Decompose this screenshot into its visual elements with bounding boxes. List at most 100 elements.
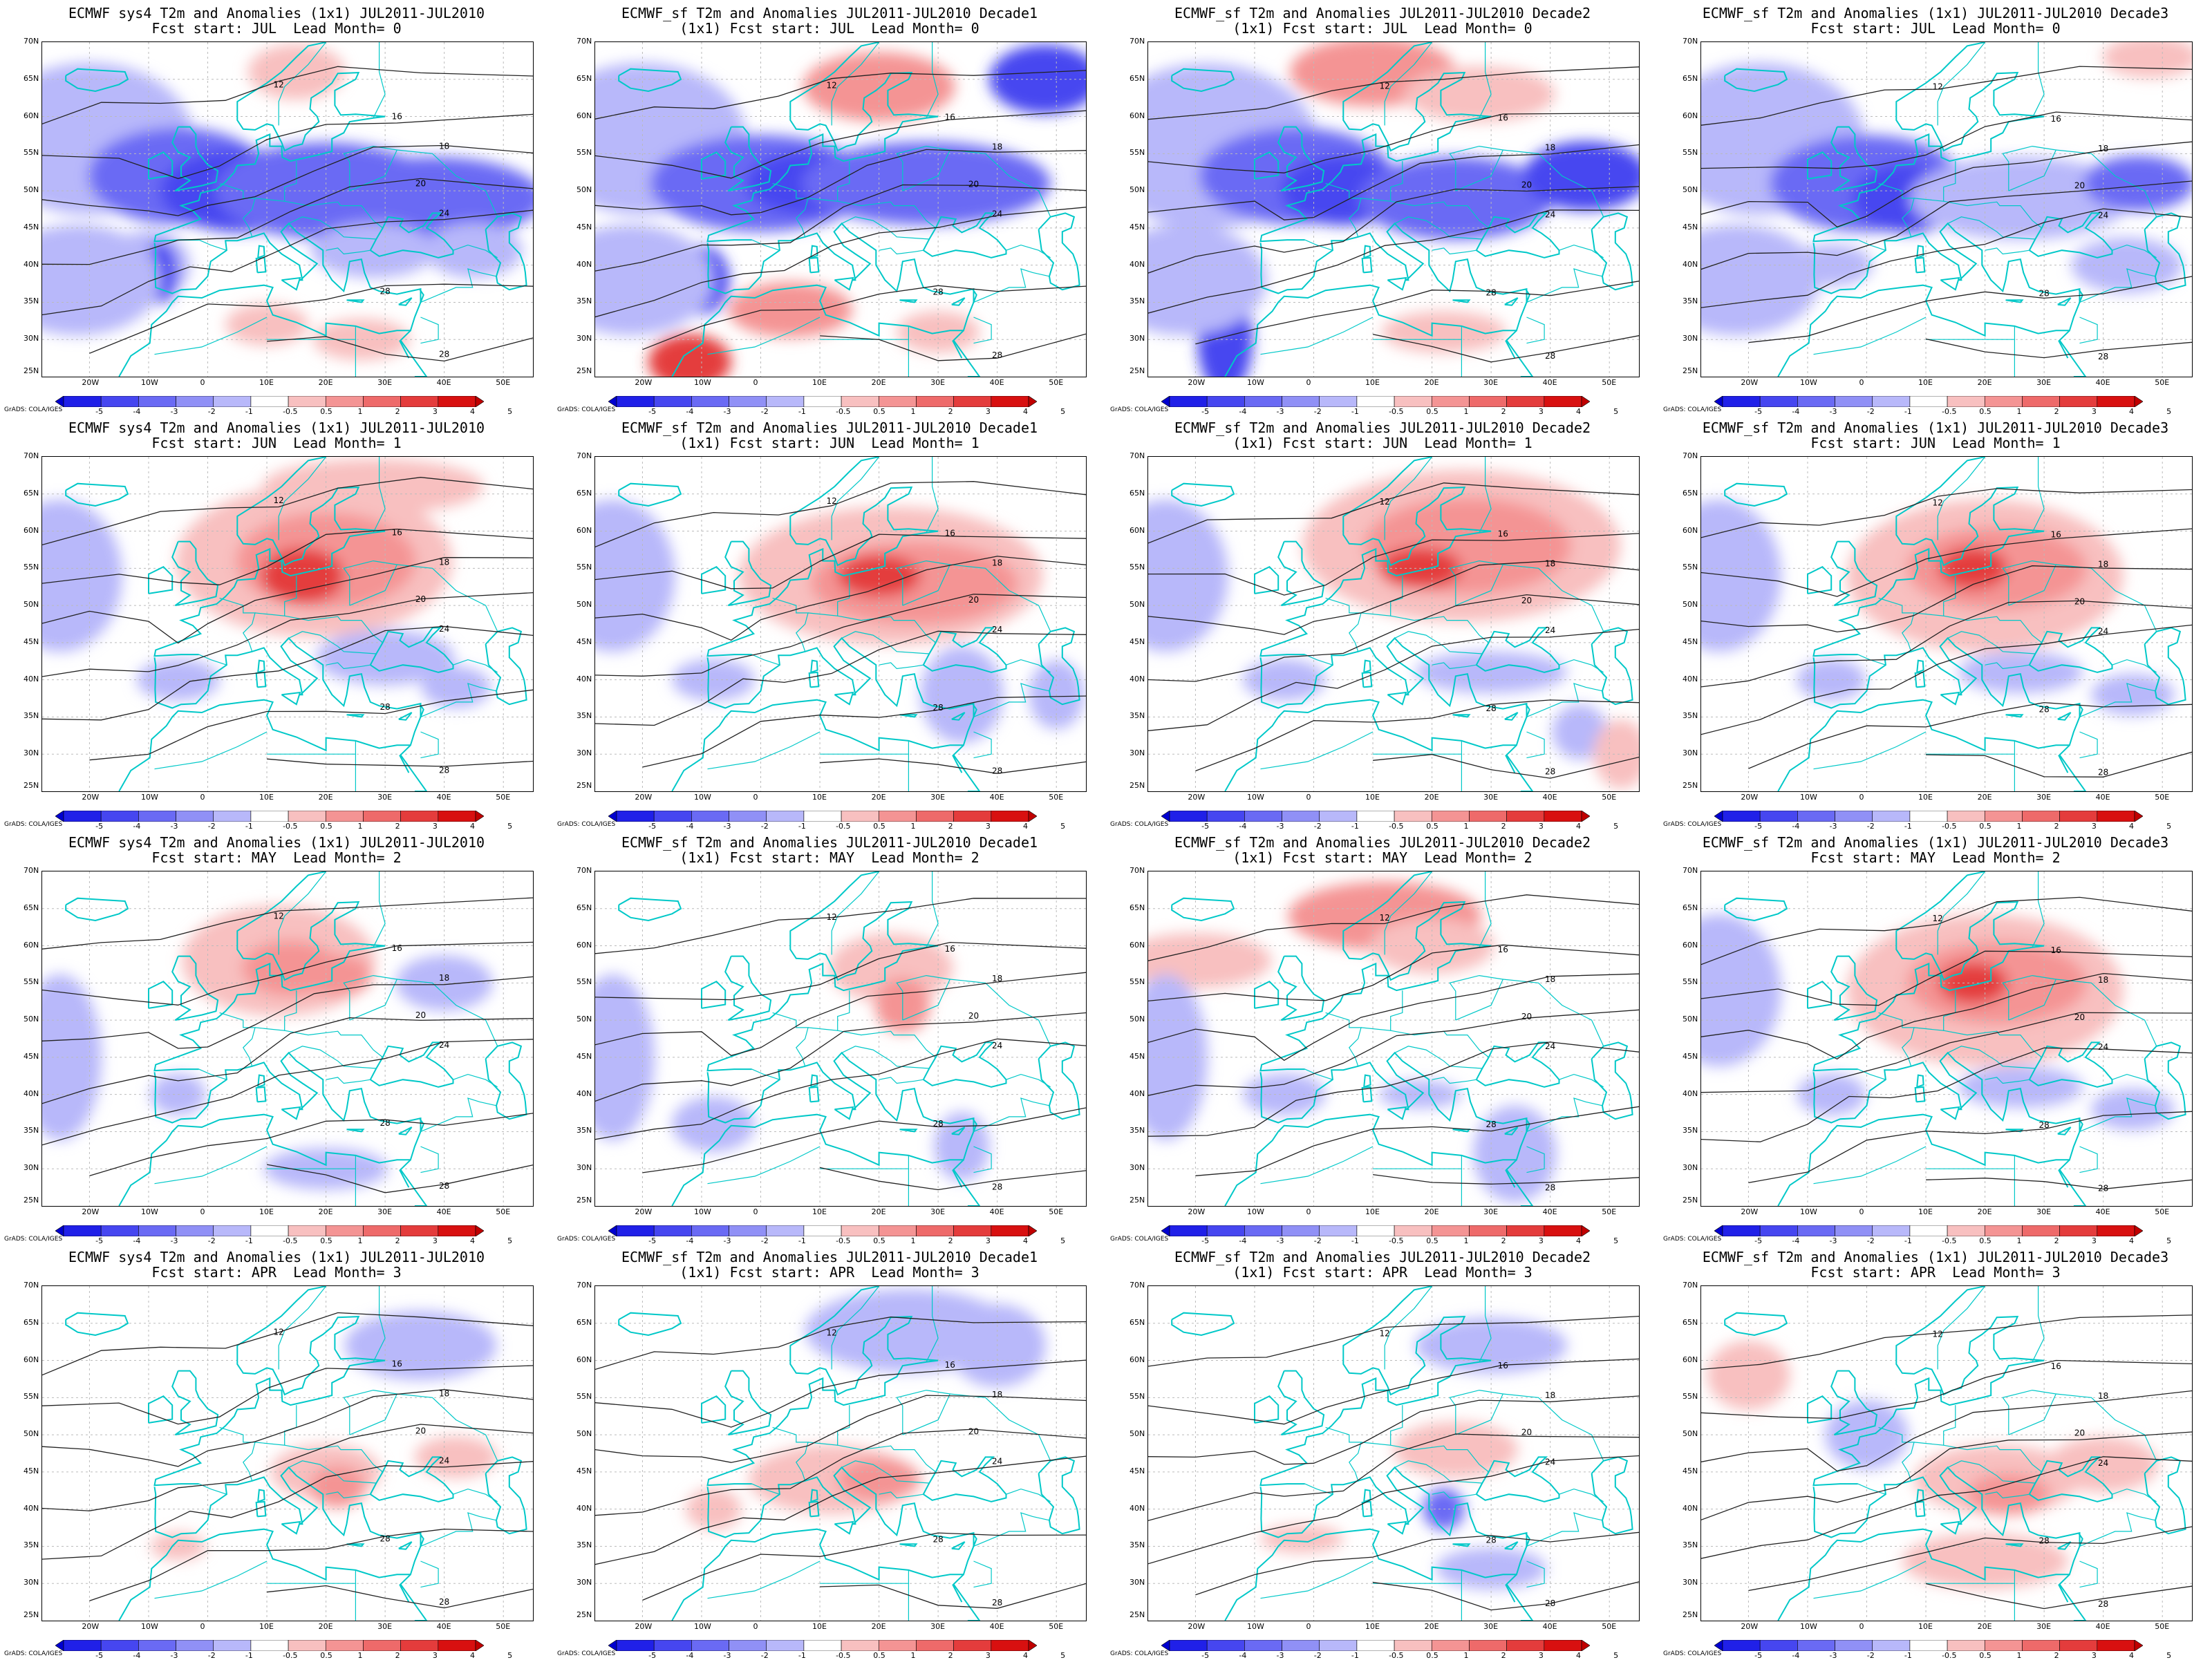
coastline: [1812, 1286, 2045, 1487]
border-line: [751, 654, 780, 666]
colorbar: [1161, 1225, 1590, 1236]
isotherm-line: [42, 557, 533, 644]
border-line: [2056, 979, 2157, 1047]
isotherm-line: [1148, 1433, 1639, 1521]
border-line: [1913, 161, 1956, 202]
anomaly-shading: [1260, 1318, 1568, 1590]
colorbar-label: 2: [2054, 407, 2059, 416]
colorbar-swatch: [1909, 396, 1948, 407]
colorbar-label: -1: [798, 1651, 806, 1660]
isotherm-label: 28: [2039, 1536, 2050, 1546]
colorbar-swatch: [1872, 1225, 1911, 1236]
coastline: [1277, 126, 1325, 192]
coastline: [899, 714, 918, 718]
anomaly-region: [263, 459, 485, 515]
isotherm-label: 18: [1545, 143, 1555, 153]
colorbar-swatch: [438, 1225, 476, 1236]
colorbar-swatch: [953, 1640, 992, 1651]
colorbar-swatch: [176, 1640, 214, 1651]
isotherm-line: [1373, 1581, 1639, 1611]
colorbar: [608, 811, 1037, 822]
longitude-label: 10E: [259, 793, 274, 802]
isotherm-line: [1148, 1358, 1639, 1425]
isotherm-line: [1701, 565, 2192, 633]
colorbar-swatch: [766, 1225, 805, 1236]
longitude-label: 20E: [318, 1622, 333, 1631]
colorbar-swatch: [729, 396, 767, 407]
colorbar-swatch: [100, 396, 139, 407]
latitude-label: 65N: [1130, 73, 1145, 83]
coastline: [65, 1312, 129, 1337]
border-line: [397, 1393, 498, 1462]
border-line: [198, 1068, 227, 1080]
colorbar-label: 4: [1023, 1236, 1028, 1245]
colorbar-label: -0.5: [836, 1236, 851, 1245]
colorbar-label: -1: [1351, 1236, 1359, 1245]
panel-title: ECMWF_sf T2m and Anomalies (1x1) JUL2011…: [1702, 419, 2169, 436]
colorbar-label: 5: [1613, 1651, 1619, 1660]
isotherm-label: 24: [1545, 210, 1555, 220]
grads-credit: GrADS: COLA/IGES: [1663, 406, 1722, 413]
border-line: [973, 683, 1050, 717]
latitude-label: 60N: [1683, 111, 1698, 120]
border-line: [288, 1460, 377, 1484]
border-line: [1325, 597, 1362, 652]
colorbar-label: -5: [648, 822, 657, 831]
colorbar-swatch: [288, 1640, 326, 1651]
anomaly-region: [425, 223, 523, 279]
border-line: [2002, 974, 2057, 1021]
border-line: [2002, 1389, 2057, 1435]
colorbar-label: 2: [2054, 822, 2059, 831]
coastline: [257, 659, 265, 673]
latitude-label: 65N: [1683, 488, 1698, 498]
coastline: [1807, 151, 1833, 180]
latitude-label: 65N: [577, 488, 592, 498]
coastline: [1254, 980, 1280, 1009]
isotherm-label: 16: [1498, 945, 1508, 954]
colorbar-swatch: [616, 1640, 655, 1651]
latitude-label: 65N: [577, 1317, 592, 1327]
isotherm-line: [1748, 1526, 2192, 1592]
latitude-label: 25N: [24, 781, 39, 790]
longitude-label: 0: [200, 1622, 205, 1631]
coastline: [485, 212, 527, 291]
anomaly-region: [595, 500, 675, 652]
latitude-label: 70N: [1683, 37, 1698, 46]
isotherm-label: 16: [945, 1360, 955, 1370]
map-plot: 12 16 18 20 24 28 28: [41, 41, 534, 377]
longitude-label: 50E: [1602, 793, 1617, 802]
colorbar-label: -2: [207, 822, 216, 831]
coastline: [2057, 297, 2072, 306]
longitude-label: 10W: [140, 1207, 158, 1216]
colorbar-swatch: [1469, 811, 1507, 822]
isotherm-label: 20: [1521, 1428, 1532, 1437]
isotherm-label: 28: [1486, 704, 1497, 713]
longitude-label: 20W: [1188, 1622, 1206, 1631]
isotherm-label: 16: [945, 528, 955, 538]
longitude-label: 10W: [140, 1622, 158, 1631]
colorbar-swatch: [2022, 1640, 2060, 1651]
coastline: [1259, 871, 1492, 1072]
colorbar-label: -3: [723, 1236, 731, 1245]
colorbar-label: -0.5: [1942, 1651, 1957, 1660]
colorbar-swatch: [841, 811, 879, 822]
border-line: [1878, 182, 1915, 237]
colorbar-swatch: [176, 396, 214, 407]
colorbar-label: -2: [760, 407, 769, 416]
coastline: [1387, 1520, 1407, 1535]
latitude-label: 60N: [577, 525, 592, 535]
colorbar-label: 3: [985, 822, 991, 831]
colorbar-swatch: [1797, 1640, 1835, 1651]
coastline: [118, 636, 422, 791]
map-plot: 12 16 18 20 24 28 28: [594, 41, 1087, 377]
latitude-label: 30N: [1683, 334, 1698, 343]
coastline: [1038, 1456, 1080, 1535]
border-line: [254, 1405, 297, 1446]
coastline: [724, 955, 772, 1021]
colorbar-label: -1: [798, 407, 806, 416]
border-line: [420, 1146, 439, 1173]
isotherm-label: 28: [2098, 1183, 2108, 1193]
border-line: [1985, 1077, 2030, 1084]
colorbar-swatch: [250, 396, 289, 407]
